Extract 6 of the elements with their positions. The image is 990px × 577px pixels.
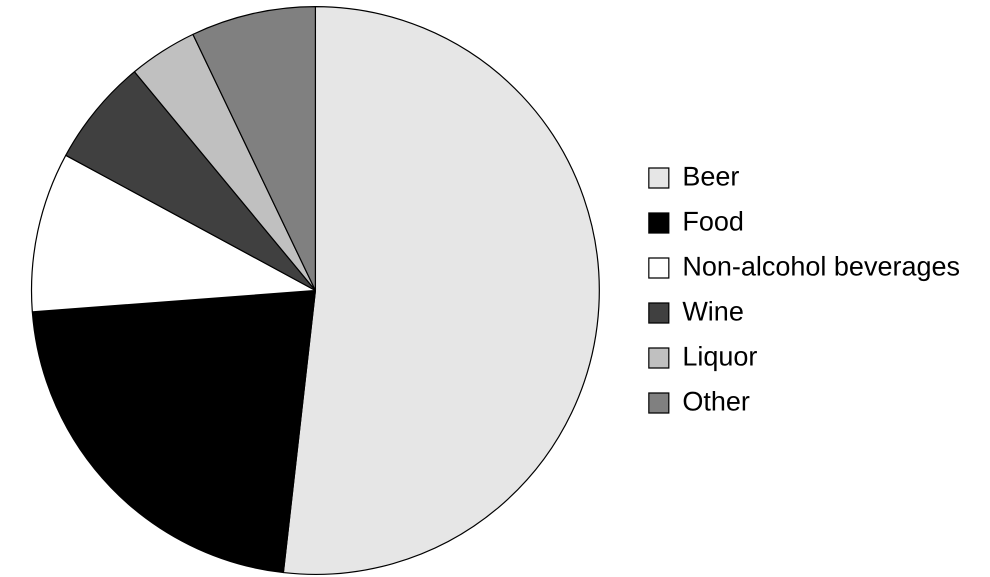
legend-label: Other bbox=[682, 386, 750, 416]
legend-label: Beer bbox=[682, 161, 740, 192]
legend-label: Food bbox=[682, 206, 744, 236]
legend-label: Wine bbox=[682, 296, 744, 326]
legend-label: Liquor bbox=[682, 341, 758, 372]
legend-label: Non-alcohol beverages bbox=[682, 251, 960, 282]
